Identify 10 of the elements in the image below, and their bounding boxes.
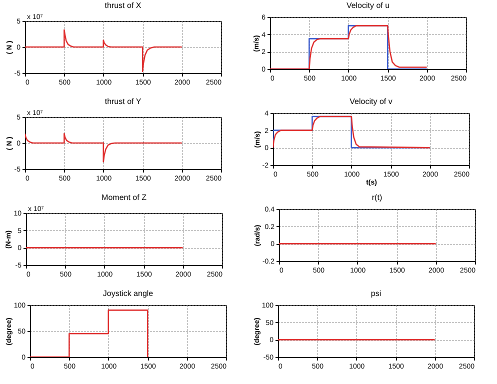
line-series <box>25 132 182 162</box>
chart-title: thrust of X <box>104 1 142 10</box>
chart-title: Joystick angle <box>102 289 154 298</box>
chart-title: Moment of Z <box>102 193 147 202</box>
chart-title: Velocity of v <box>350 97 392 106</box>
chart-title: psi <box>370 289 382 298</box>
chart-title: r(t) <box>372 193 382 202</box>
chart-title: Velocity of u <box>346 1 390 10</box>
chart-title: thrust of Y <box>104 97 142 106</box>
line-series <box>25 29 182 72</box>
